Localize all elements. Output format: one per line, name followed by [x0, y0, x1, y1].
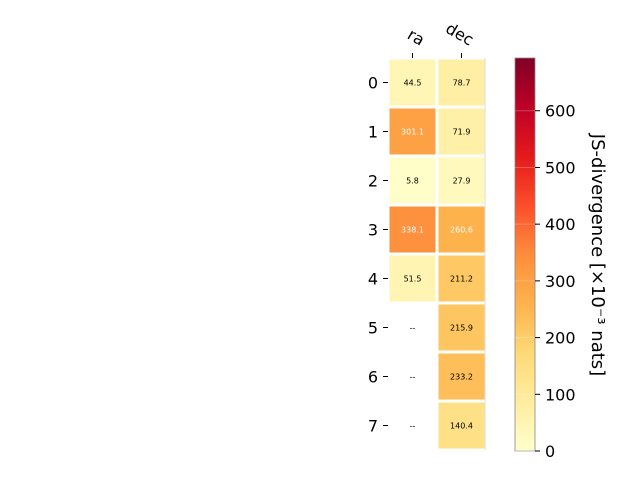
cell-value-label: 71.9 — [453, 128, 471, 137]
colorbar: 0 100 200 300 400 500 600 — [514, 57, 576, 461]
cell-value-label: 140.4 — [450, 422, 473, 431]
row-label: 5 — [368, 319, 378, 338]
row-label: 7 — [368, 417, 378, 436]
cell-value-label: 338.1 — [401, 226, 424, 235]
cell-value-label: 211.2 — [450, 275, 473, 284]
heatmap-cell — [438, 108, 485, 155]
colorbar-tick-label: 500 — [545, 158, 576, 177]
cell-value-label: 301.1 — [401, 128, 424, 137]
heatmap-cells: 44.5 78.7 301.1 71.9 5.8 27.9 338.1 260.6 51.5 21… — [389, 58, 486, 450]
heatmap-cell — [438, 304, 485, 351]
cell-value-label: 5.8 — [406, 177, 419, 186]
colorbar-tick-label: 400 — [545, 215, 576, 234]
cell-value-label: 233.2 — [450, 373, 473, 382]
column-label: dec — [443, 19, 477, 50]
cell-value-label: 44.5 — [404, 79, 422, 88]
colorbar-gradient — [514, 57, 536, 452]
heatmap-cell — [438, 402, 485, 449]
heatmap-cell — [389, 206, 436, 253]
colorbar-tick-label: 300 — [545, 272, 576, 291]
heatmap-cell — [389, 59, 436, 106]
colorbar-label: JS-divergence [×10⁻³ nats] — [587, 133, 608, 376]
cell-value-label: 260.6 — [450, 226, 473, 235]
colorbar-tick-label: 600 — [545, 102, 576, 121]
cell-value-label: 27.9 — [453, 177, 471, 186]
row-label: 1 — [368, 123, 378, 142]
cell-value-label: -- — [410, 324, 416, 333]
cell-value-label: 215.9 — [450, 324, 473, 333]
heatmap-cell — [389, 157, 436, 204]
row-label: 4 — [368, 270, 378, 289]
row-label: 0 — [368, 74, 378, 93]
cell-value-label: 51.5 — [404, 275, 422, 284]
column-label: ra — [404, 25, 428, 50]
row-label: 6 — [368, 368, 378, 387]
heatmap-cell — [438, 59, 485, 106]
heatmap-cell — [389, 255, 436, 302]
column-labels: ra dec — [404, 19, 477, 58]
colorbar-tick-label: 0 — [545, 442, 555, 461]
cell-value-label: -- — [410, 422, 416, 431]
cell-value-label: -- — [410, 373, 416, 382]
heatmap-cell — [438, 206, 485, 253]
heatmap-cell — [389, 108, 436, 155]
colorbar-tick-label: 200 — [545, 329, 576, 348]
heatmap-cell — [438, 157, 485, 204]
row-label: 3 — [368, 221, 378, 240]
heatmap-cell — [438, 353, 485, 400]
heatmap-cell — [438, 255, 485, 302]
cell-value-label: 78.7 — [453, 79, 471, 88]
row-labels: 0 1 2 3 4 5 6 7 — [368, 74, 388, 436]
row-label: 2 — [368, 172, 378, 191]
colorbar-tick-label: 100 — [545, 385, 576, 404]
